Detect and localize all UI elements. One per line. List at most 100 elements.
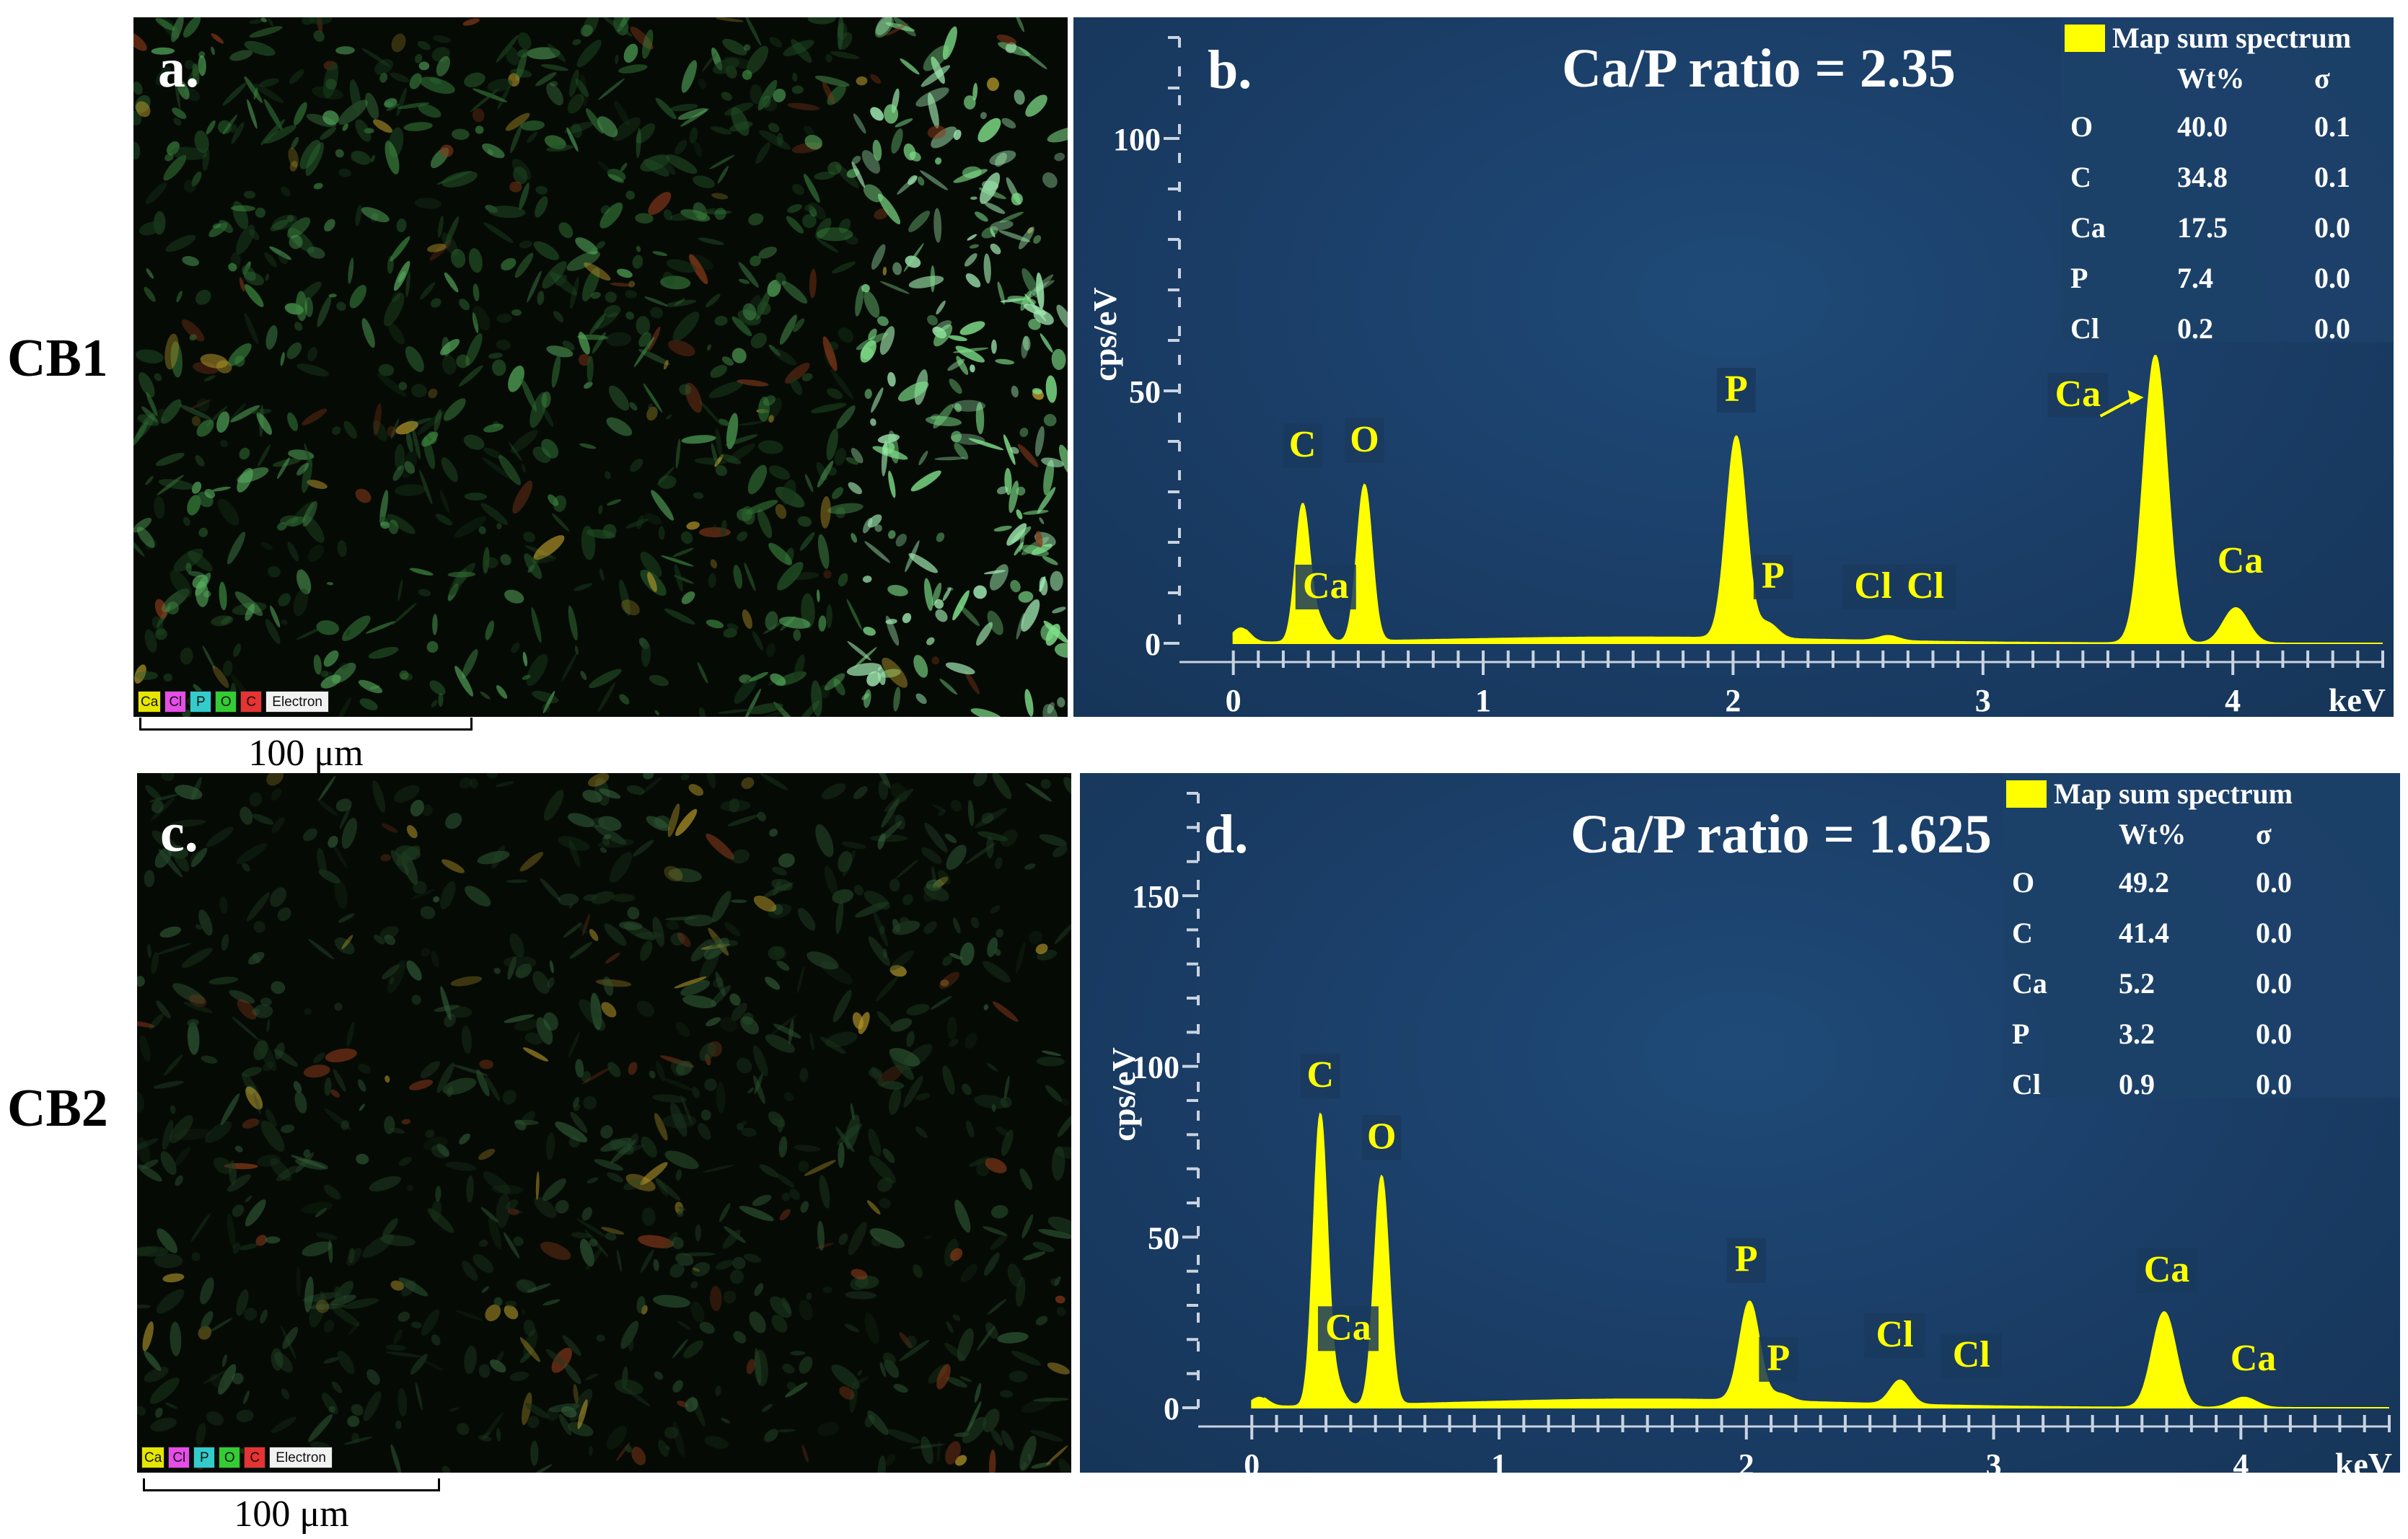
legend-chip-c: C: [240, 691, 263, 713]
map-texture-speck: [871, 1066, 884, 1088]
table-cell-sigma: 0.0: [2256, 1018, 2292, 1050]
map-texture-speck: [654, 1371, 664, 1380]
peak-label-box: [1895, 565, 1956, 609]
map-texture-speck: [1005, 42, 1017, 53]
x-tick-label: 2: [1739, 1447, 1754, 1473]
map-texture-speck: [954, 1199, 971, 1233]
map-texture-speck: [170, 819, 206, 827]
map-texture-speck: [636, 245, 641, 252]
map-texture-speck: [868, 328, 877, 340]
map-texture-speck: [154, 1407, 163, 1418]
map-texture-speck: [470, 88, 499, 113]
map-texture-speck: [952, 1314, 961, 1321]
map-texture-speck: [599, 568, 605, 581]
map-texture-speck: [271, 1416, 296, 1433]
map-texture-speck: [831, 1364, 860, 1389]
map-texture-speck: [568, 839, 581, 868]
map-texture-speck: [711, 443, 719, 467]
map-texture-speck: [136, 349, 164, 363]
map-texture-speck: [194, 130, 209, 154]
map-texture-speck: [444, 272, 459, 293]
map-texture-speck: [144, 539, 158, 550]
table-cell-wt: 3.2: [2119, 1018, 2155, 1050]
map-texture-speck: [157, 943, 192, 955]
map-texture-speck: [191, 1252, 201, 1261]
map-texture-speck: [307, 347, 318, 361]
map-texture-speck: [876, 1011, 892, 1028]
map-texture-speck: [384, 1116, 395, 1134]
map-texture-speck: [253, 921, 265, 933]
map-texture-speck: [1028, 319, 1041, 330]
map-texture-speck: [349, 284, 366, 309]
map-texture-speck: [154, 373, 162, 382]
map-texture-speck: [1040, 333, 1053, 353]
map-texture-speck: [750, 332, 767, 349]
map-texture-speck: [318, 775, 336, 801]
map-texture-speck: [944, 834, 957, 844]
map-texture-speck: [206, 826, 234, 847]
map-texture-speck: [174, 74, 180, 110]
map-texture-speck: [628, 1336, 634, 1352]
map-texture-speck: [491, 845, 505, 869]
map-texture-speck: [991, 339, 997, 354]
map-texture-speck: [869, 1155, 896, 1183]
map-texture-speck: [508, 365, 524, 392]
map-texture-speck: [472, 306, 491, 330]
map-texture-speck: [677, 1210, 684, 1217]
legend-chip-o: O: [219, 1447, 241, 1468]
map-texture-speck: [690, 939, 713, 962]
map-texture-speck: [520, 120, 545, 131]
table-cell-wt: 41.4: [2119, 917, 2169, 949]
map-texture-speck: [409, 73, 422, 89]
map-texture-speck: [211, 33, 224, 44]
map-texture-speck: [433, 35, 452, 43]
map-texture-speck: [768, 123, 780, 133]
map-texture-speck: [317, 847, 327, 878]
map-texture-speck: [271, 817, 285, 833]
map-texture-speck: [803, 173, 820, 203]
map-texture-speck: [627, 907, 640, 920]
y-tick-label: 150: [1132, 879, 1179, 914]
map-texture-speck: [380, 1235, 416, 1247]
map-texture-speck: [995, 358, 1015, 365]
map-texture-speck: [522, 1047, 549, 1062]
map-texture-speck: [346, 1021, 355, 1047]
map-texture-speck: [818, 615, 827, 632]
map-texture-speck: [959, 942, 975, 966]
map-texture-speck: [276, 457, 290, 480]
map-texture-speck: [543, 1012, 558, 1031]
map-texture-speck: [578, 353, 591, 366]
map-texture-speck: [370, 154, 375, 163]
map-texture-speck: [655, 1178, 681, 1201]
map-texture-speck: [742, 609, 752, 630]
map-texture-speck: [505, 46, 520, 66]
map-texture-speck: [674, 298, 686, 306]
map-texture-speck: [151, 800, 164, 813]
map-texture-speck: [418, 104, 441, 118]
map-texture-speck: [640, 1249, 654, 1273]
map-texture-speck: [870, 74, 882, 84]
map-texture-speck: [964, 253, 977, 267]
map-texture-speck: [296, 462, 309, 476]
map-texture-speck: [523, 532, 536, 542]
map-texture-speck: [307, 480, 328, 489]
map-texture-speck: [891, 128, 903, 154]
map-texture-speck: [946, 845, 967, 870]
map-texture-speck: [967, 234, 977, 241]
map-texture-speck: [955, 1455, 967, 1466]
map-texture-speck: [1021, 599, 1040, 632]
map-texture-speck: [627, 1133, 639, 1150]
peak-label: Ca: [1325, 1307, 1371, 1348]
map-texture-speck: [990, 905, 1001, 914]
map-texture-speck: [573, 1383, 579, 1404]
map-texture-speck: [763, 882, 794, 898]
map-texture-speck: [227, 343, 252, 366]
map-texture-speck: [900, 917, 910, 926]
map-texture-speck: [749, 671, 769, 682]
map-texture-speck: [176, 291, 183, 303]
map-texture-speck: [505, 113, 530, 131]
map-texture-speck: [795, 700, 820, 717]
peak-label: Ca: [2055, 374, 2101, 415]
map-texture-speck: [868, 936, 890, 966]
map-texture-speck: [1035, 531, 1043, 548]
